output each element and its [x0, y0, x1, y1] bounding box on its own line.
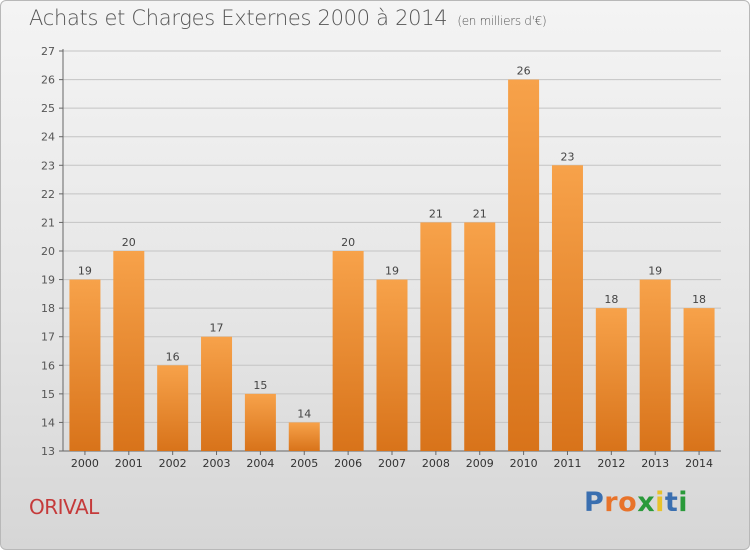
- bar-2010: [508, 79, 540, 452]
- x-tick-label: 2011: [553, 457, 581, 470]
- x-tick-label: 2004: [246, 457, 274, 470]
- data-label-2002: 16: [166, 350, 180, 363]
- data-labels: 19 20 16 17 15 14 20 19 21 21 26 23 18 19 18: [78, 65, 706, 421]
- brand-letter: P: [584, 487, 605, 518]
- y-tick-label: 27: [41, 45, 55, 58]
- y-tick-label: 16: [41, 359, 55, 372]
- x-tick-label: 2010: [510, 457, 538, 470]
- data-label-2001: 20: [122, 236, 136, 249]
- y-tick-label: 21: [41, 216, 55, 229]
- y-tick-label: 25: [41, 102, 55, 115]
- bar-2013: [639, 279, 671, 451]
- y-tick-label: 24: [41, 131, 55, 144]
- y-tick-label: 15: [41, 388, 55, 401]
- bar-2009: [464, 222, 496, 451]
- brand-letter: t: [664, 487, 679, 518]
- data-label-2008: 21: [429, 207, 443, 220]
- brand-letter: i: [655, 487, 665, 518]
- y-tick-label: 17: [41, 331, 55, 344]
- y-tick-label: 18: [41, 302, 55, 315]
- x-tick-label: 2006: [334, 457, 362, 470]
- x-tick-label: 2008: [422, 457, 450, 470]
- y-tick-label: 13: [41, 445, 55, 458]
- bar-2004: [244, 393, 276, 451]
- data-label-2005: 14: [297, 407, 311, 420]
- brand-letter: i: [678, 487, 689, 518]
- x-tick-label: 2014: [685, 457, 713, 470]
- x-tick-label: 2002: [159, 457, 187, 470]
- commune-name: ORIVAL: [29, 495, 99, 519]
- x-tick-label: 2012: [597, 457, 625, 470]
- data-label-2006: 20: [341, 236, 355, 249]
- title-text: Achats et Charges Externes 2000 à 2014: [29, 6, 448, 30]
- y-tick-label: 23: [41, 159, 55, 172]
- bar-2003: [201, 336, 233, 451]
- chart-title: Achats et Charges Externes 2000 à 2014 (e…: [29, 6, 547, 30]
- bar-2012: [595, 308, 627, 451]
- bar-2008: [420, 222, 452, 451]
- bar-2011: [551, 165, 583, 452]
- data-label-2003: 17: [210, 322, 224, 335]
- y-tick-label: 20: [41, 245, 55, 258]
- bar-2007: [376, 279, 408, 451]
- bar-2006: [332, 251, 364, 451]
- chart-unit-note: (en milliers d'€): [457, 14, 547, 28]
- bar-2014: [683, 308, 715, 451]
- data-label-2012: 18: [604, 293, 618, 306]
- bar-2005: [288, 422, 320, 451]
- bar-2001: [113, 251, 145, 451]
- x-tick-label: 2005: [290, 457, 318, 470]
- brand-letter: x: [637, 487, 656, 518]
- x-tick-label: 2009: [466, 457, 494, 470]
- data-label-2004: 15: [253, 379, 267, 392]
- brand-letter: r: [604, 487, 619, 518]
- x-tick-label: 2007: [378, 457, 406, 470]
- bar-2002: [157, 365, 189, 451]
- bar-2000: [69, 279, 101, 451]
- brand-letter: o: [618, 487, 638, 518]
- y-tick-label: 14: [41, 416, 55, 429]
- data-label-2009: 21: [473, 207, 487, 220]
- bars: [69, 79, 715, 452]
- y-tick-label: 26: [41, 74, 55, 87]
- y-tick-label: 22: [41, 188, 55, 201]
- data-label-2000: 19: [78, 265, 92, 278]
- data-label-2011: 23: [560, 150, 574, 163]
- proxiti-logo: Proxiti: [584, 487, 688, 518]
- data-label-2007: 19: [385, 265, 399, 278]
- x-tick-label: 2013: [641, 457, 669, 470]
- x-tick-label: 2003: [203, 457, 231, 470]
- x-tick-label: 2000: [71, 457, 99, 470]
- data-label-2013: 19: [648, 265, 662, 278]
- x-tick-label: 2001: [115, 457, 143, 470]
- y-tick-label: 19: [41, 274, 55, 287]
- data-label-2010: 26: [517, 65, 531, 78]
- data-label-2014: 18: [692, 293, 706, 306]
